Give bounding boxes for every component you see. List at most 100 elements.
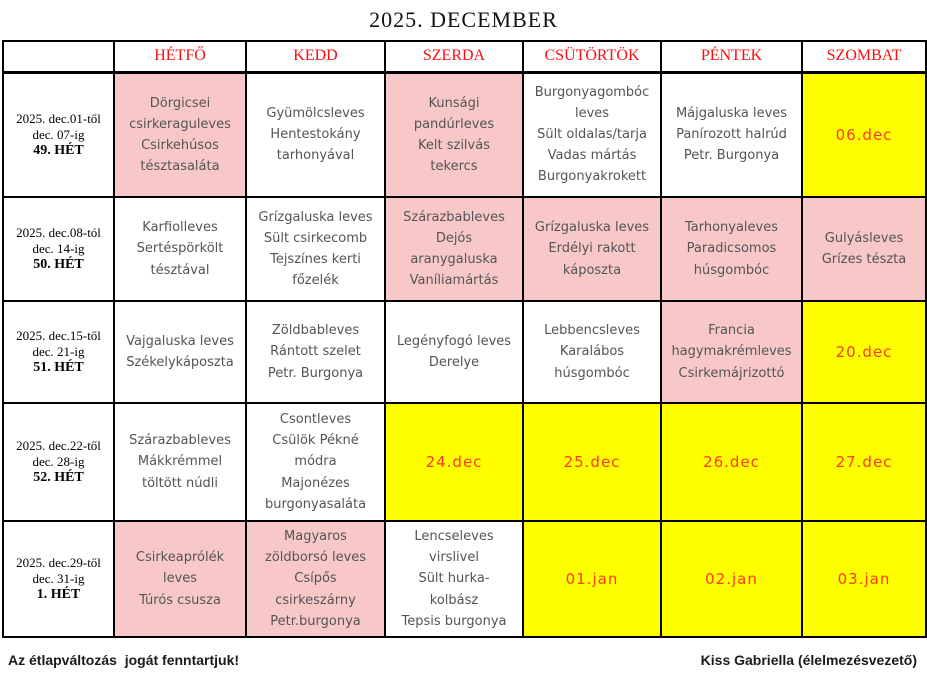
menu-cell: Grízgaluska leves Erdélyi rakott káposzta [522,196,662,302]
holiday-date-cell: 20.dec [801,300,927,404]
menu-line: Tepsis burgonya [401,613,507,629]
holiday-date-cell: 02.jan [660,520,803,638]
menu-line: Vadas mártás [547,148,637,164]
menu-line: Karalábos [559,344,625,360]
menu-cell: Gyümölcsleves Hentestokány tarhonyával [245,71,386,198]
holiday-date-text: 02.jan [705,569,758,588]
day-header-5: SZOMBAT [801,40,927,74]
holiday-date-cell: 26.dec [660,402,803,522]
holiday-date-cell: 27.dec [801,402,927,522]
menu-line: Tarhonyaleves [684,220,779,236]
week-number: 50. HÉT [33,257,84,272]
menu-line: Dörgicsei [149,95,211,111]
menu-cell: Májgaluska leves Panírozott halrúd Petr. B… [660,71,803,198]
menu-line: Gyümölcsleves [266,106,365,122]
menu-line: Hentestokány [270,127,361,143]
holiday-date-text: 03.jan [837,569,891,588]
menu-line: Vajgaluska leves [126,333,234,349]
menu-cell: Szárazbableves Mákkrémmel töltött núdli [113,402,247,522]
week-label-0: 2025. dec.01-től dec. 07-ig 49. HÉT [2,71,115,198]
holiday-date-text: 06.dec [835,125,893,144]
menu-table: HÉTFŐ KEDD SZERDA CSÜTÖRTÖK PÉNTEK SZOMBAT 20… [2,40,927,638]
week-row-3: 2025. dec.22-től dec. 28-ig 52. HÉT Szárazb… [2,402,927,522]
menu-line: Dejós [435,230,473,246]
menu-cell: Csontleves Csülök Pékné módra Majonézes burg… [245,402,386,522]
menu-line: Zöldbableves [271,323,360,339]
menu-cell: Grízgaluska leves Sült csirkecomb Tejszíne… [245,196,386,302]
menu-line: Mákkrémmel [137,454,223,470]
menu-cell: Legényfogó leves Derelye [384,300,524,404]
menu-cell: Karfiolleves Sertéspörkölt tésztával [113,196,247,302]
day-header-4: PÉNTEK [660,40,803,74]
week-label-4: 2025. dec.29-től dec. 31-ig 1. HÉT [2,520,115,638]
menu-line: Gulyásleves [824,230,904,246]
week-label-2: 2025. dec.15-től dec. 21-ig 51. HÉT [2,300,115,404]
menu-line: Szárazbableves [403,209,505,225]
menu-line: Csirkemájrizottó [678,365,785,381]
menu-line: Csirkeaprólék [135,550,225,566]
week-date-range: 2025. dec.29-től [16,555,101,570]
menu-line: Sertéspörkölt [136,241,224,257]
holiday-date-cell: 03.jan [801,520,927,638]
menu-line: Paradicsomos [686,241,777,257]
menu-line: Grízes tészta [821,252,907,267]
day-header-3: CSÜTÖRTÖK [522,40,662,74]
footer-disclaimer: Az étlapváltozás jogát fenntartjuk! [8,651,240,668]
menu-cell: Tarhonyaleves Paradicsomos húsgombóc [660,196,803,302]
menu-line: burgonyasaláta [264,496,367,512]
menu-line: tésztasaláta [140,158,220,174]
menu-line: tésztával [150,262,210,278]
menu-line: Kelt szilvás [418,137,490,153]
menu-line: csirkeraguleves [129,116,231,132]
week-number: 52. HÉT [33,470,84,485]
week-number: 49. HÉT [33,142,84,158]
menu-line: Panírozott halrúd [676,127,787,143]
week-row-4: 2025. dec.29-től dec. 31-ig 1. HÉT Csirkeap… [2,520,927,638]
menu-line: leves [574,106,610,122]
menu-line: virslivel [429,550,479,566]
menu-line: Szárazbableves [129,433,231,449]
menu-line: Francia [708,323,755,339]
menu-line: töltött núdli [142,475,218,491]
week-date-range: dec. 31-ig [32,571,85,586]
menu-line: leves [162,571,198,587]
menu-line: Grízgaluska leves [534,220,650,236]
weeks-body: 2025. dec.01-től dec. 07-ig 49. HÉT Dörgics… [2,71,927,638]
holiday-date-text: 24.dec [425,452,483,471]
menu-line: Legényfogó leves [396,333,512,349]
menu-line: Tejszínes kerti [270,252,361,267]
menu-line: zöldborsó leves [264,550,367,566]
holiday-date-cell: 25.dec [522,402,662,522]
menu-cell: Dörgicsei csirkeraguleves Csirkehúsos tészt… [113,71,247,198]
menu-line: Burgonyagombóc [534,85,650,101]
holiday-date-text: 27.dec [835,452,893,471]
menu-cell: Lebbencsleves Karalábos húsgombóc [522,300,662,404]
menu-line: Grízgaluska leves [258,209,373,225]
holiday-date-text: 25.dec [563,452,621,471]
page-title: 2025. DECEMBER [369,7,558,32]
footer: Az étlapváltozás jogát fenntartjuk! Kiss… [0,638,927,687]
week-date-range: dec. 14-ig [32,241,85,256]
menu-line: húsgombóc [554,365,630,381]
menu-line: Lencseleves [414,529,494,545]
week-row-2: 2025. dec.15-től dec. 21-ig 51. HÉT Vajgalu… [2,300,927,404]
day-header-0: HÉTFŐ [113,40,247,74]
week-label-1: 2025. dec.08-tól dec. 14-ig 50. HÉT [2,196,115,302]
menu-line: Sült oldalas/tarja [537,127,647,143]
menu-line: kolbász [429,592,479,608]
week-label-3: 2025. dec.22-től dec. 28-ig 52. HÉT [2,402,115,522]
menu-line: Derelye [428,355,480,370]
menu-line: Vaníliamártás [409,273,499,289]
holiday-date-text: 20.dec [835,342,893,361]
menu-line: Rántott szelet [270,344,361,360]
menu-line: Sült csirkecomb [263,230,368,246]
menu-cell: Gulyásleves Grízes tészta [801,196,927,302]
menu-line: főzelék [292,273,339,289]
holiday-date-cell: 24.dec [384,402,524,522]
menu-line: Kunsági [428,95,480,111]
menu-line: Lebbencsleves [544,323,640,339]
day-header-row: HÉTFŐ KEDD SZERDA CSÜTÖRTÖK PÉNTEK SZOMBAT [2,40,927,74]
menu-line: pandúrleves [413,116,495,132]
week-row-1: 2025. dec.08-tól dec. 14-ig 50. HÉT Karfiol… [2,196,927,302]
